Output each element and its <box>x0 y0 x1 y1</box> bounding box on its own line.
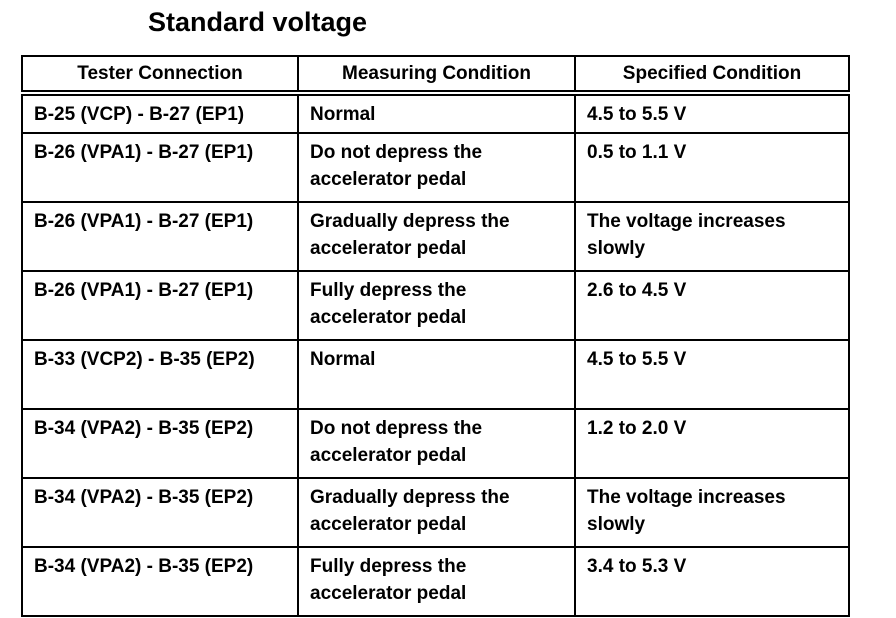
table-cell: B-34 (VPA2) - B-35 (EP2) <box>21 408 299 479</box>
table-row: B-26 (VPA1) - B-27 (EP1) Do not depress t… <box>21 132 850 203</box>
table-cell: Normal <box>297 339 576 410</box>
table-cell: B-26 (VPA1) - B-27 (EP1) <box>21 132 299 203</box>
table-cell: Do not depress the accelerator pedal <box>297 132 576 203</box>
table-cell: 4.5 to 5.5 V <box>574 339 850 410</box>
table-cell: Fully depress the accelerator pedal <box>297 546 576 617</box>
table-cell: B-34 (VPA2) - B-35 (EP2) <box>21 477 299 548</box>
table-cell: Gradually depress the accelerator pedal <box>297 477 576 548</box>
table-cell: 3.4 to 5.3 V <box>574 546 850 617</box>
table-cell: B-33 (VCP2) - B-35 (EP2) <box>21 339 299 410</box>
table-cell: 2.6 to 4.5 V <box>574 270 850 341</box>
table-cell: Gradually depress the accelerator pedal <box>297 201 576 272</box>
table-cell: Fully depress the accelerator pedal <box>297 270 576 341</box>
table-row: B-33 (VCP2) - B-35 (EP2) Normal 4.5 to 5.5… <box>21 339 850 410</box>
table-cell: 0.5 to 1.1 V <box>574 132 850 203</box>
header-row: Tester Connection Measuring Condition Spec… <box>21 55 850 96</box>
table-cell: 4.5 to 5.5 V <box>574 92 850 134</box>
table-cell: B-26 (VPA1) - B-27 (EP1) <box>21 270 299 341</box>
table-row: B-34 (VPA2) - B-35 (EP2) Fully depress th… <box>21 546 850 617</box>
table-cell: 1.2 to 2.0 V <box>574 408 850 479</box>
table-row: B-26 (VPA1) - B-27 (EP1) Gradually depres… <box>21 201 850 272</box>
table-cell: The voltage increases slowly <box>574 477 850 548</box>
table-cell: B-26 (VPA1) - B-27 (EP1) <box>21 201 299 272</box>
table-cell: Do not depress the accelerator pedal <box>297 408 576 479</box>
table-row: B-25 (VCP) - B-27 (EP1) Normal 4.5 to 5.5 … <box>21 92 850 134</box>
table-row: B-34 (VPA2) - B-35 (EP2) Gradually depres… <box>21 477 850 548</box>
header-cell: Tester Connection <box>21 55 299 96</box>
table-cell: Normal <box>297 92 576 134</box>
table-cell: B-34 (VPA2) - B-35 (EP2) <box>21 546 299 617</box>
table-row: B-26 (VPA1) - B-27 (EP1) Fully depress th… <box>21 270 850 341</box>
voltage-table: Tester Connection Measuring Condition Spec… <box>21 55 850 617</box>
table-cell: The voltage increases slowly <box>574 201 850 272</box>
title: Standard voltage <box>148 7 368 37</box>
header-cell: Specified Condition <box>574 55 850 96</box>
table-cell: B-25 (VCP) - B-27 (EP1) <box>21 92 299 134</box>
table-row: B-34 (VPA2) - B-35 (EP2) Do not depress t… <box>21 408 850 479</box>
header-cell: Measuring Condition <box>297 55 576 96</box>
